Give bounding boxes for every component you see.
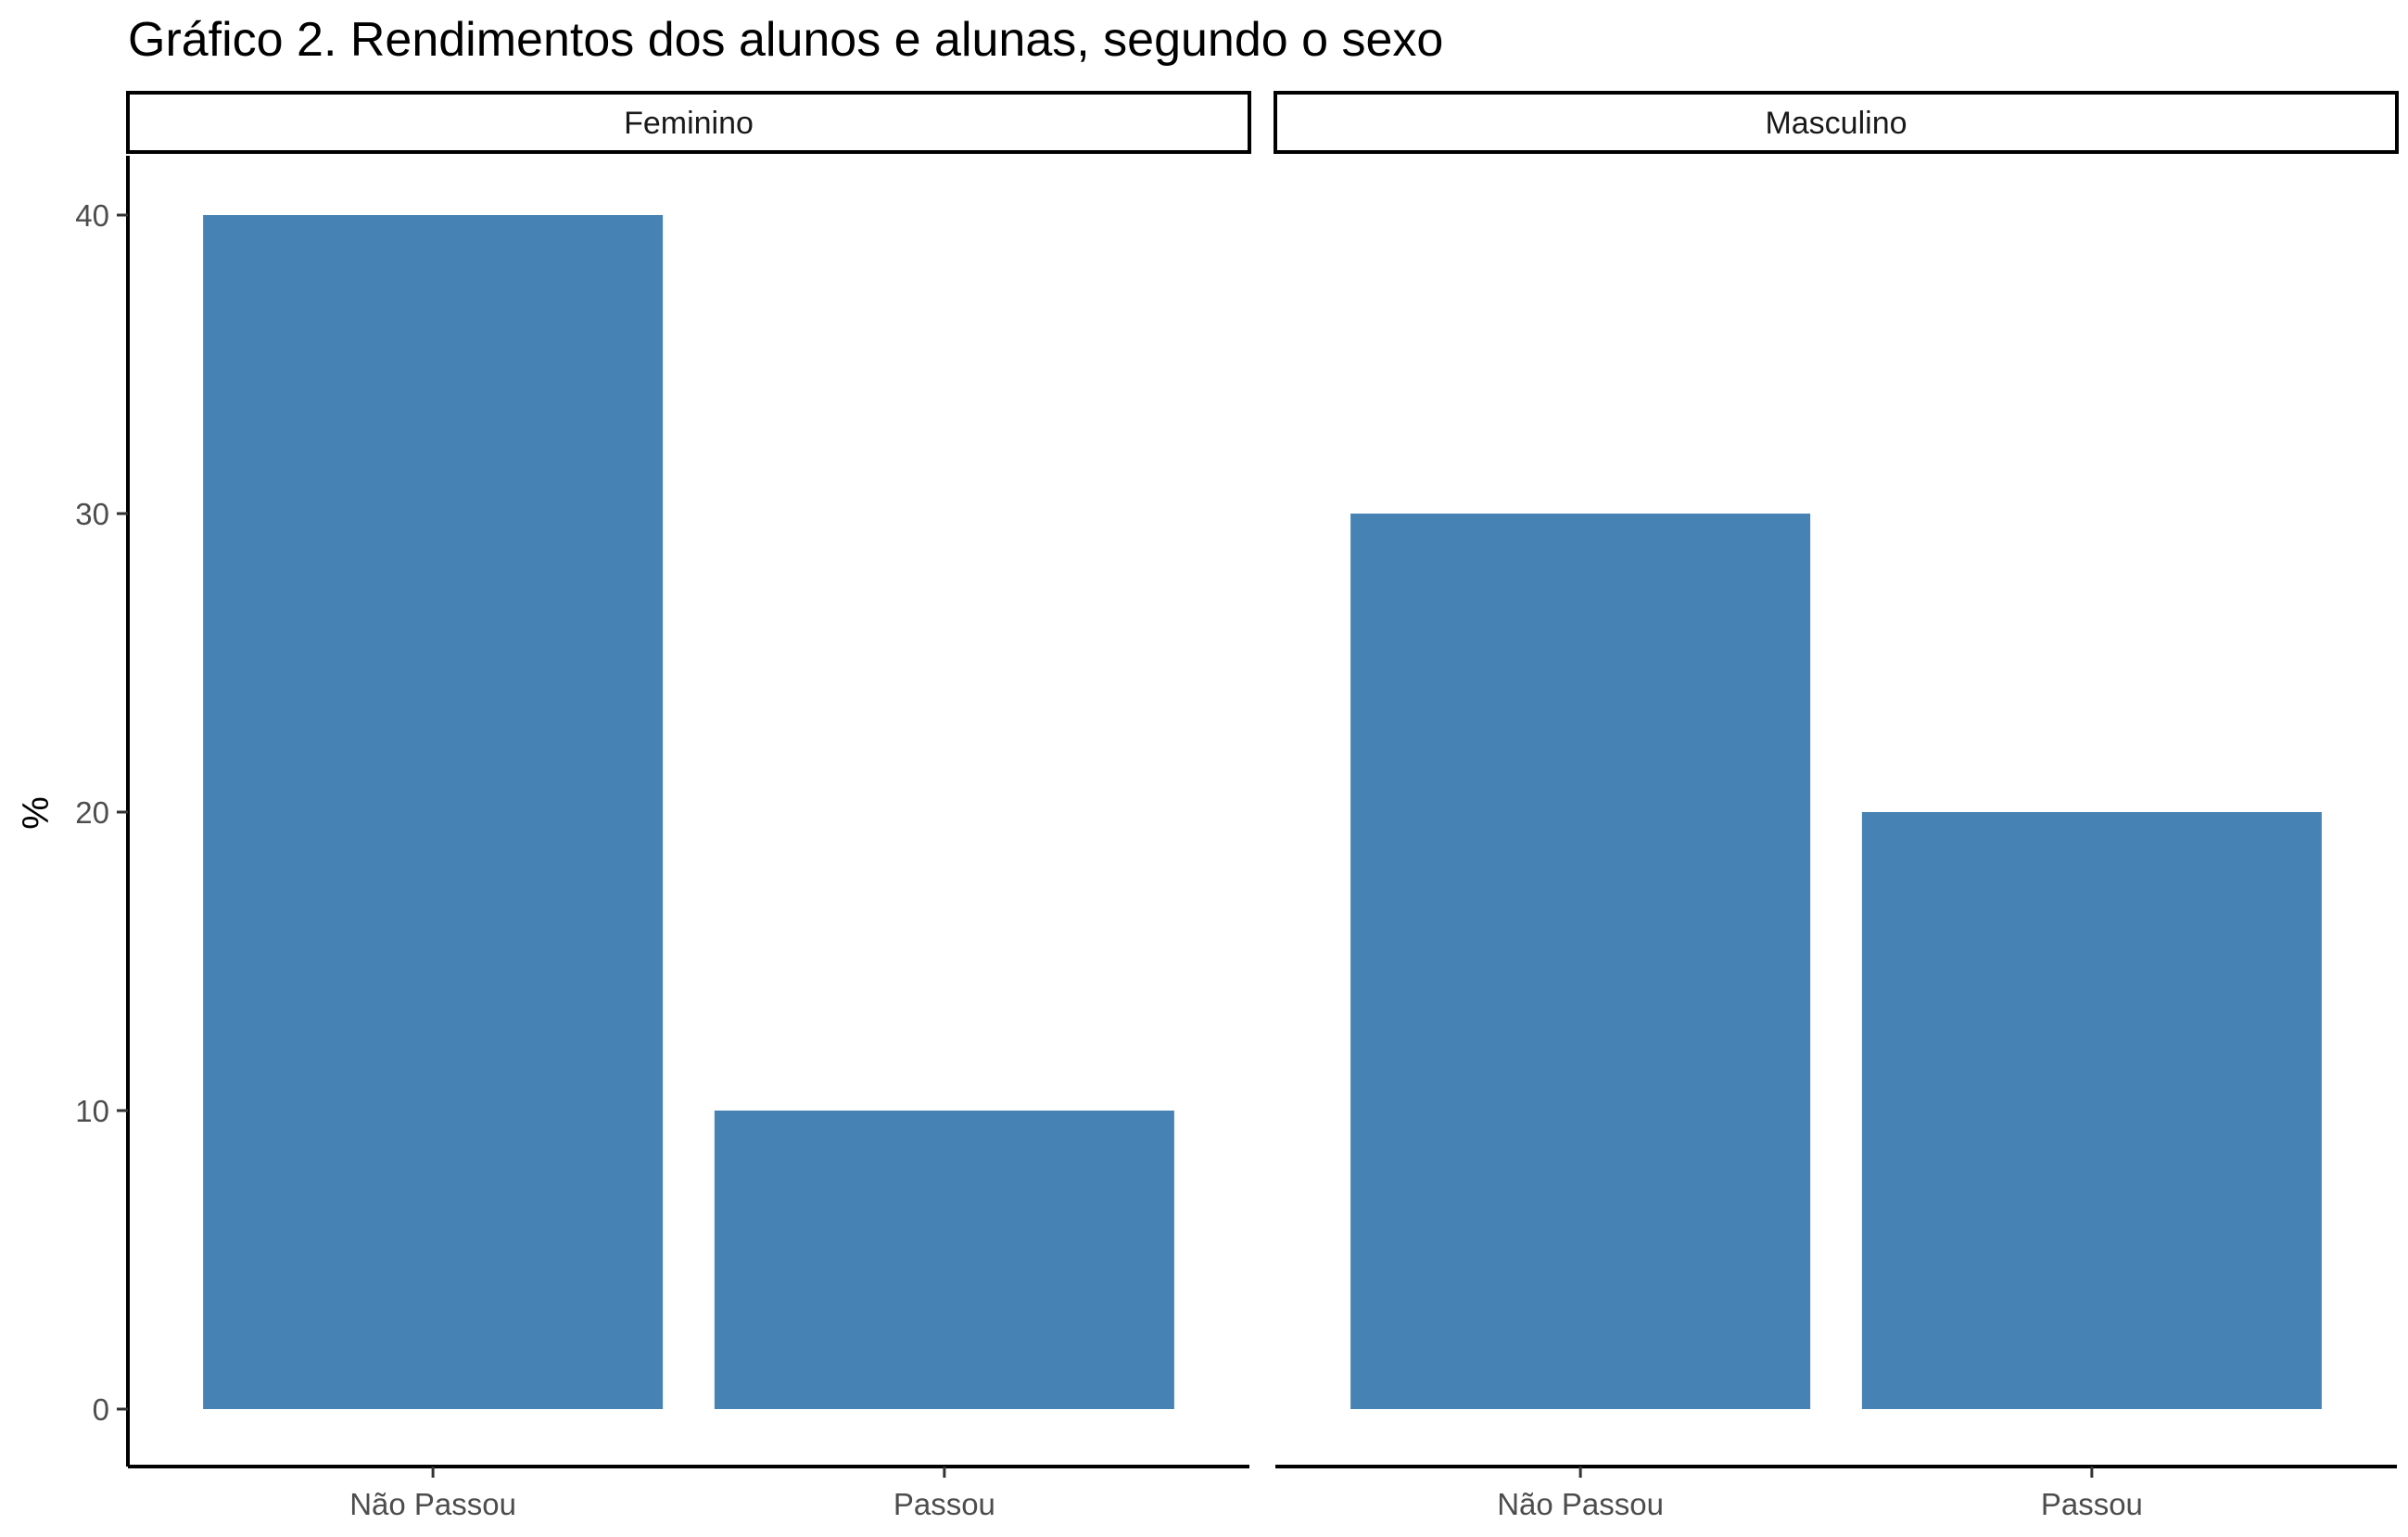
y-tick-label: 30 [75,497,109,531]
y-tick-label: 40 [75,198,109,233]
bar [714,1111,1174,1409]
x-tick-label: Passou [893,1487,995,1521]
facet-strip-label: Feminino [624,106,754,141]
chart-title: Gráfico 2. Rendimentos dos alunos e alun… [128,13,1443,67]
bar [1350,514,1811,1409]
facet-strip [1274,91,2399,154]
x-tick-label: Passou [2041,1487,2143,1521]
bar [203,215,664,1409]
facet-panel-0: Feminino Não Passou Passou 0 10 20 30 40 [75,91,1251,1521]
facet-strip [126,91,1251,154]
y-tick-label: 20 [75,795,109,830]
x-tick-label: Não Passou [1497,1487,1664,1521]
facets-layer: Feminino Não Passou Passou 0 10 20 30 40 Masculi… [75,91,2399,1521]
x-tick-label: Não Passou [349,1487,516,1521]
facet-strip-label: Masculino [1765,106,1907,141]
y-tick-label: 10 [75,1094,109,1128]
bar [1861,812,2322,1409]
y-axis-title: % [16,796,57,830]
facet-panel-1: Masculino Não Passou Passou [1274,91,2399,1521]
y-tick-label: 0 [93,1392,109,1427]
